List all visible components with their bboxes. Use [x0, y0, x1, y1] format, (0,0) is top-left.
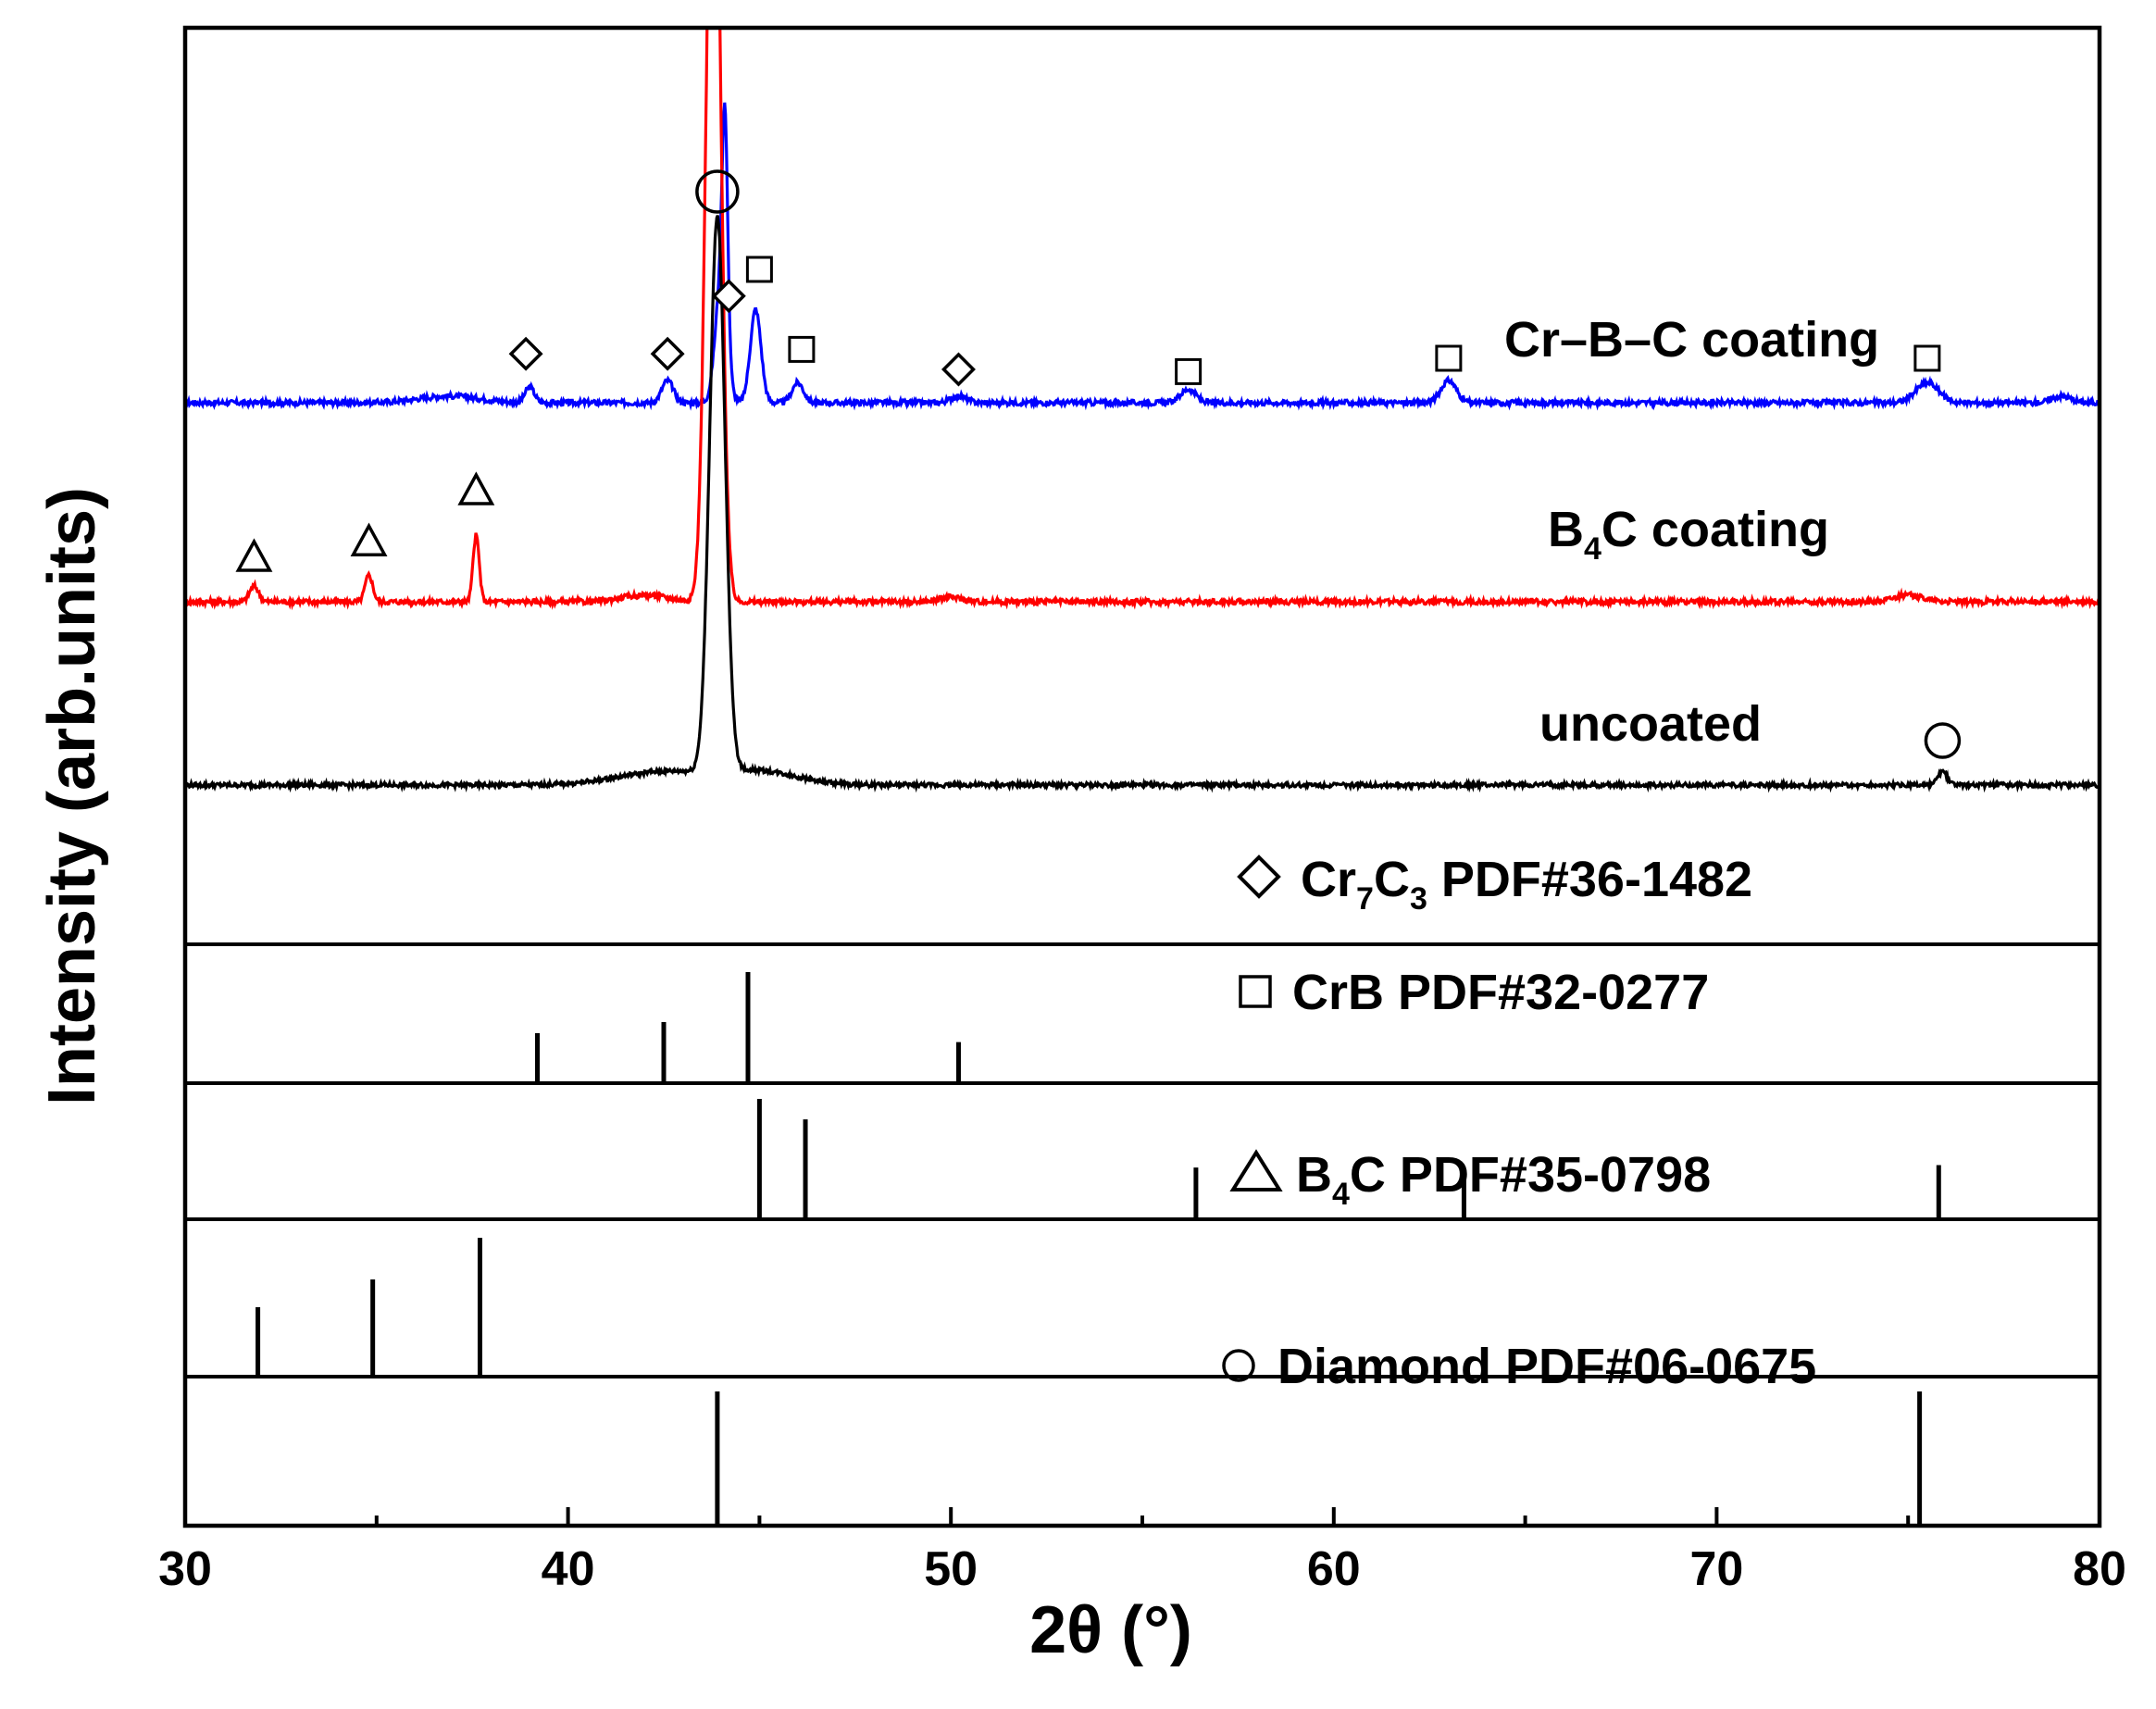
- ref-label-diamond: Diamond PDF#06-0675: [1222, 1339, 1816, 1394]
- series-label-b4c-main: B: [1548, 502, 1584, 557]
- series-1-marker-triangle-2: [457, 471, 495, 505]
- diamond-icon: [1237, 854, 1281, 899]
- x-tick-label-30: 30: [158, 1542, 212, 1596]
- series-line-1: [185, 28, 2100, 611]
- triangle-icon: [1229, 1149, 1283, 1191]
- series-0-marker-square-7: [1175, 357, 1203, 385]
- series-0-marker-square-8: [1435, 344, 1463, 372]
- series-0-marker-square-9: [1913, 344, 1941, 372]
- series-0-marker-diamond-2: [711, 279, 746, 314]
- ref-label-crb: CrB PDF#32-0277: [1239, 965, 1709, 1020]
- ref-label-cr7c3: Cr7C3 PDF#36-1482: [1237, 852, 1752, 917]
- x-axis-title: 2θ (°): [1029, 1593, 1192, 1667]
- x-tick-label-40: 40: [542, 1542, 595, 1596]
- x-tick-label-80: 80: [2073, 1542, 2126, 1596]
- ref-label-b4c-tail: C PDF#35-0798: [1350, 1147, 1711, 1203]
- series-label-b4c-tail: C coating: [1601, 502, 1829, 557]
- ref-label-cr7c3-c: C: [1374, 852, 1410, 907]
- series-line-0: [185, 102, 2100, 411]
- ref-label-b4c-b: B: [1296, 1147, 1332, 1203]
- series-label-b4c: B4C coating: [1548, 502, 1829, 567]
- x-tick-label-70: 70: [1689, 1542, 1743, 1596]
- series-0-marker-diamond-1: [650, 336, 685, 371]
- series-1-marker-triangle-0: [235, 538, 273, 572]
- ref-label-crb-text: CrB PDF#32-0277: [1292, 965, 1709, 1020]
- ref-label-cr7c3-cr: Cr: [1301, 852, 1356, 907]
- ref-label-diamond-text: Diamond PDF#06-0675: [1277, 1339, 1816, 1394]
- y-axis-title: Intensity (arb.units): [35, 487, 109, 1105]
- series-line-2: [185, 215, 2100, 793]
- ref-label-b4c: B4C PDF#35-0798: [1229, 1147, 1711, 1212]
- ref-label-cr7c3-sub2: 3: [1410, 881, 1427, 917]
- square-icon: [1239, 975, 1272, 1008]
- plot-frame: [182, 25, 2102, 1528]
- series-label-uncoated: uncoated: [1539, 696, 1762, 752]
- series-0-marker-square-5: [745, 256, 773, 283]
- series-layer: [185, 28, 2100, 793]
- series-label-cr-b-c: Cr–B–C coating: [1504, 312, 1879, 368]
- axes: 30 40 50 60 70 80: [158, 25, 2126, 1596]
- series-label-b4c-sub: 4: [1584, 531, 1601, 567]
- series-labels: Cr–B–C coating B4C coating uncoated: [1504, 312, 1879, 752]
- ref-label-cr7c3-sub1: 7: [1356, 881, 1374, 917]
- series-0-marker-diamond-3: [941, 352, 976, 387]
- series-0-marker-circle-4: [695, 169, 740, 214]
- markers-layer: [235, 169, 1962, 759]
- ref-label-cr7c3-tail: PDF#36-1482: [1427, 852, 1752, 907]
- reference-panels: [255, 972, 1941, 1526]
- series-1-marker-triangle-1: [350, 522, 388, 556]
- series-2-marker-circle-0: [1924, 722, 1962, 759]
- circle-icon: [1222, 1349, 1255, 1382]
- series-0-marker-diamond-0: [508, 336, 543, 371]
- svg-text:Cr7C3 PDF#36-1482: Cr7C3 PDF#36-1482: [1301, 852, 1752, 917]
- reference-labels: Cr7C3 PDF#36-1482 CrB PDF#32-0277 B4C PD…: [1222, 852, 1816, 1394]
- series-0-marker-square-6: [788, 335, 816, 363]
- ref-label-b4c-sub: 4: [1332, 1177, 1350, 1212]
- svg-text:B4C PDF#35-0798: B4C PDF#35-0798: [1296, 1147, 1711, 1212]
- x-tick-label-50: 50: [924, 1542, 978, 1596]
- x-tick-label-60: 60: [1307, 1542, 1361, 1596]
